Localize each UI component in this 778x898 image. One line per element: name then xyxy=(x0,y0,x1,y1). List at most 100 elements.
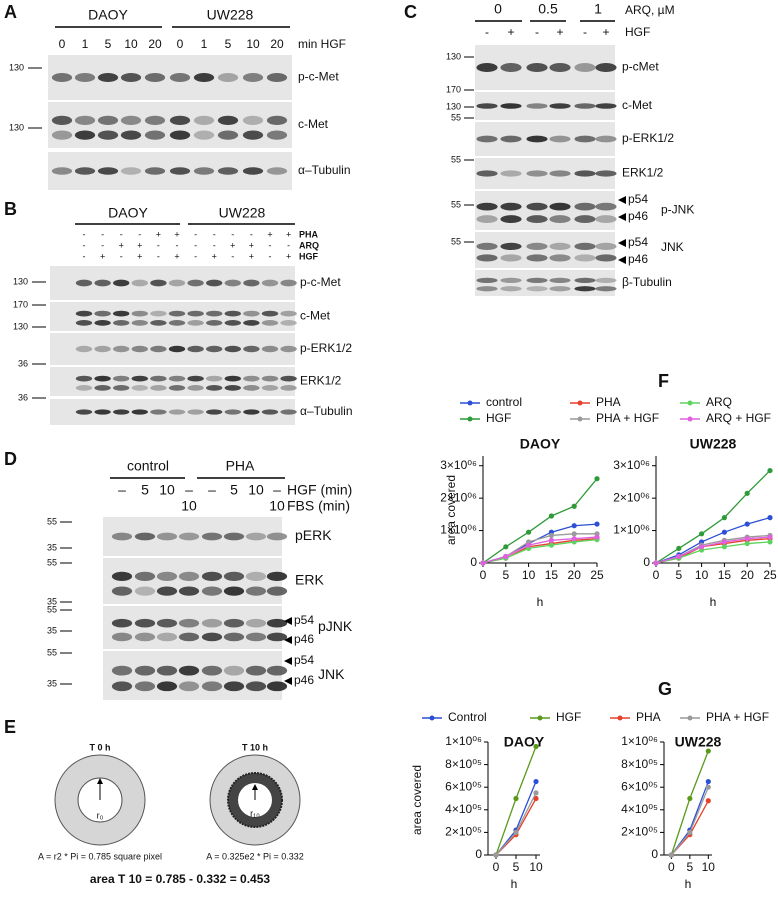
treatment-sign: - xyxy=(120,229,123,239)
blot-band xyxy=(97,115,119,125)
treatment-sign: - xyxy=(231,229,234,239)
blot-band xyxy=(595,277,617,283)
blot-band xyxy=(111,681,133,692)
data-point xyxy=(571,536,577,542)
blot xyxy=(103,606,282,649)
blot-band xyxy=(476,277,498,283)
protein-label: ERK1/2 xyxy=(622,166,664,180)
data-point xyxy=(705,784,711,790)
blot-band xyxy=(266,665,288,676)
blot-band xyxy=(51,167,73,175)
blot-band xyxy=(224,319,241,326)
blot-band xyxy=(500,254,522,262)
blot-band xyxy=(242,167,264,175)
blot-band xyxy=(595,215,617,223)
band-label: p46 xyxy=(628,209,648,223)
blot-band xyxy=(595,63,617,72)
blot-band xyxy=(75,384,93,391)
blot-band xyxy=(266,115,288,125)
blot-band xyxy=(187,279,204,287)
blot-band xyxy=(549,103,571,109)
treatment-sign: - xyxy=(535,25,539,39)
x-axis-label: h xyxy=(685,877,692,891)
blot-band xyxy=(243,375,260,382)
x-tick-label: 5 xyxy=(675,568,682,582)
blot-band xyxy=(201,586,223,596)
blot-band xyxy=(574,215,596,223)
blot-band xyxy=(156,532,178,541)
group-label: DAOY xyxy=(108,205,148,221)
treatment-sign: + xyxy=(267,229,272,239)
blot-band xyxy=(476,254,498,262)
blot-band xyxy=(134,571,156,582)
series-line xyxy=(482,539,598,564)
protein-label: p-c-Met xyxy=(300,275,341,289)
blot-band xyxy=(120,73,142,82)
panel-label: C xyxy=(404,2,417,22)
series-line xyxy=(655,541,771,564)
blot-band xyxy=(187,375,204,382)
blot-band xyxy=(201,681,223,692)
treatment-sign: - xyxy=(269,240,272,250)
blot-band xyxy=(113,375,130,382)
blot-band xyxy=(549,135,571,143)
data-point xyxy=(705,798,711,804)
group-label: DAOY xyxy=(88,7,128,23)
blot-band xyxy=(574,103,596,109)
series-line xyxy=(670,781,709,856)
data-point xyxy=(767,534,773,540)
x-tick-label: 5 xyxy=(513,860,520,874)
treatment-sign: - xyxy=(287,240,290,250)
blot-band xyxy=(245,618,267,628)
data-point xyxy=(594,534,600,540)
mw-marker: 55 xyxy=(451,199,461,209)
blot-band xyxy=(131,310,148,317)
mw-marker: 130 xyxy=(13,321,28,331)
data-point xyxy=(571,503,577,509)
treatment-sign: - xyxy=(250,229,253,239)
blot-band xyxy=(206,384,223,391)
blot-band xyxy=(595,286,617,292)
blot-band xyxy=(131,345,148,353)
blot xyxy=(50,302,295,331)
protein-label: p-JNK xyxy=(661,203,694,217)
blot-band xyxy=(134,586,156,596)
blot-band xyxy=(75,319,93,326)
blot xyxy=(50,367,295,396)
radius-label: r₁₀ xyxy=(250,808,260,818)
x-tick-label: 10 xyxy=(529,860,543,874)
band-arrow xyxy=(618,213,626,221)
legend-label: control xyxy=(486,395,522,409)
mw-marker: 55 xyxy=(47,604,57,614)
series-line xyxy=(655,470,771,564)
blot-band xyxy=(178,532,200,541)
blot-band xyxy=(168,279,186,287)
blot-band xyxy=(526,277,548,283)
blot-band xyxy=(193,73,215,82)
data-point xyxy=(503,544,509,550)
blot-band xyxy=(156,571,178,582)
x-axis-label: h xyxy=(511,877,518,891)
blot-band xyxy=(476,103,498,109)
blot xyxy=(475,270,615,296)
blot-band xyxy=(549,277,571,283)
blot-band xyxy=(131,375,148,382)
blot-band xyxy=(97,130,119,140)
blot-band xyxy=(261,279,279,287)
mw-marker: 36 xyxy=(18,392,28,402)
treatment-sign: + xyxy=(230,240,235,250)
series-line xyxy=(655,536,771,564)
blot-band xyxy=(150,310,167,317)
treatment-sign: - xyxy=(83,229,86,239)
blot-band xyxy=(266,586,288,596)
blot-band xyxy=(169,130,191,140)
band-arrow xyxy=(284,617,292,625)
blot xyxy=(475,232,615,268)
lane-label: 20 xyxy=(148,37,162,51)
lane-label: 0 xyxy=(59,37,66,51)
lane-label: 10 xyxy=(246,37,260,51)
blot-band xyxy=(245,681,267,692)
treatment-sign: + xyxy=(137,240,142,250)
blot-band xyxy=(266,618,288,628)
dose-label: 0 xyxy=(494,1,502,17)
